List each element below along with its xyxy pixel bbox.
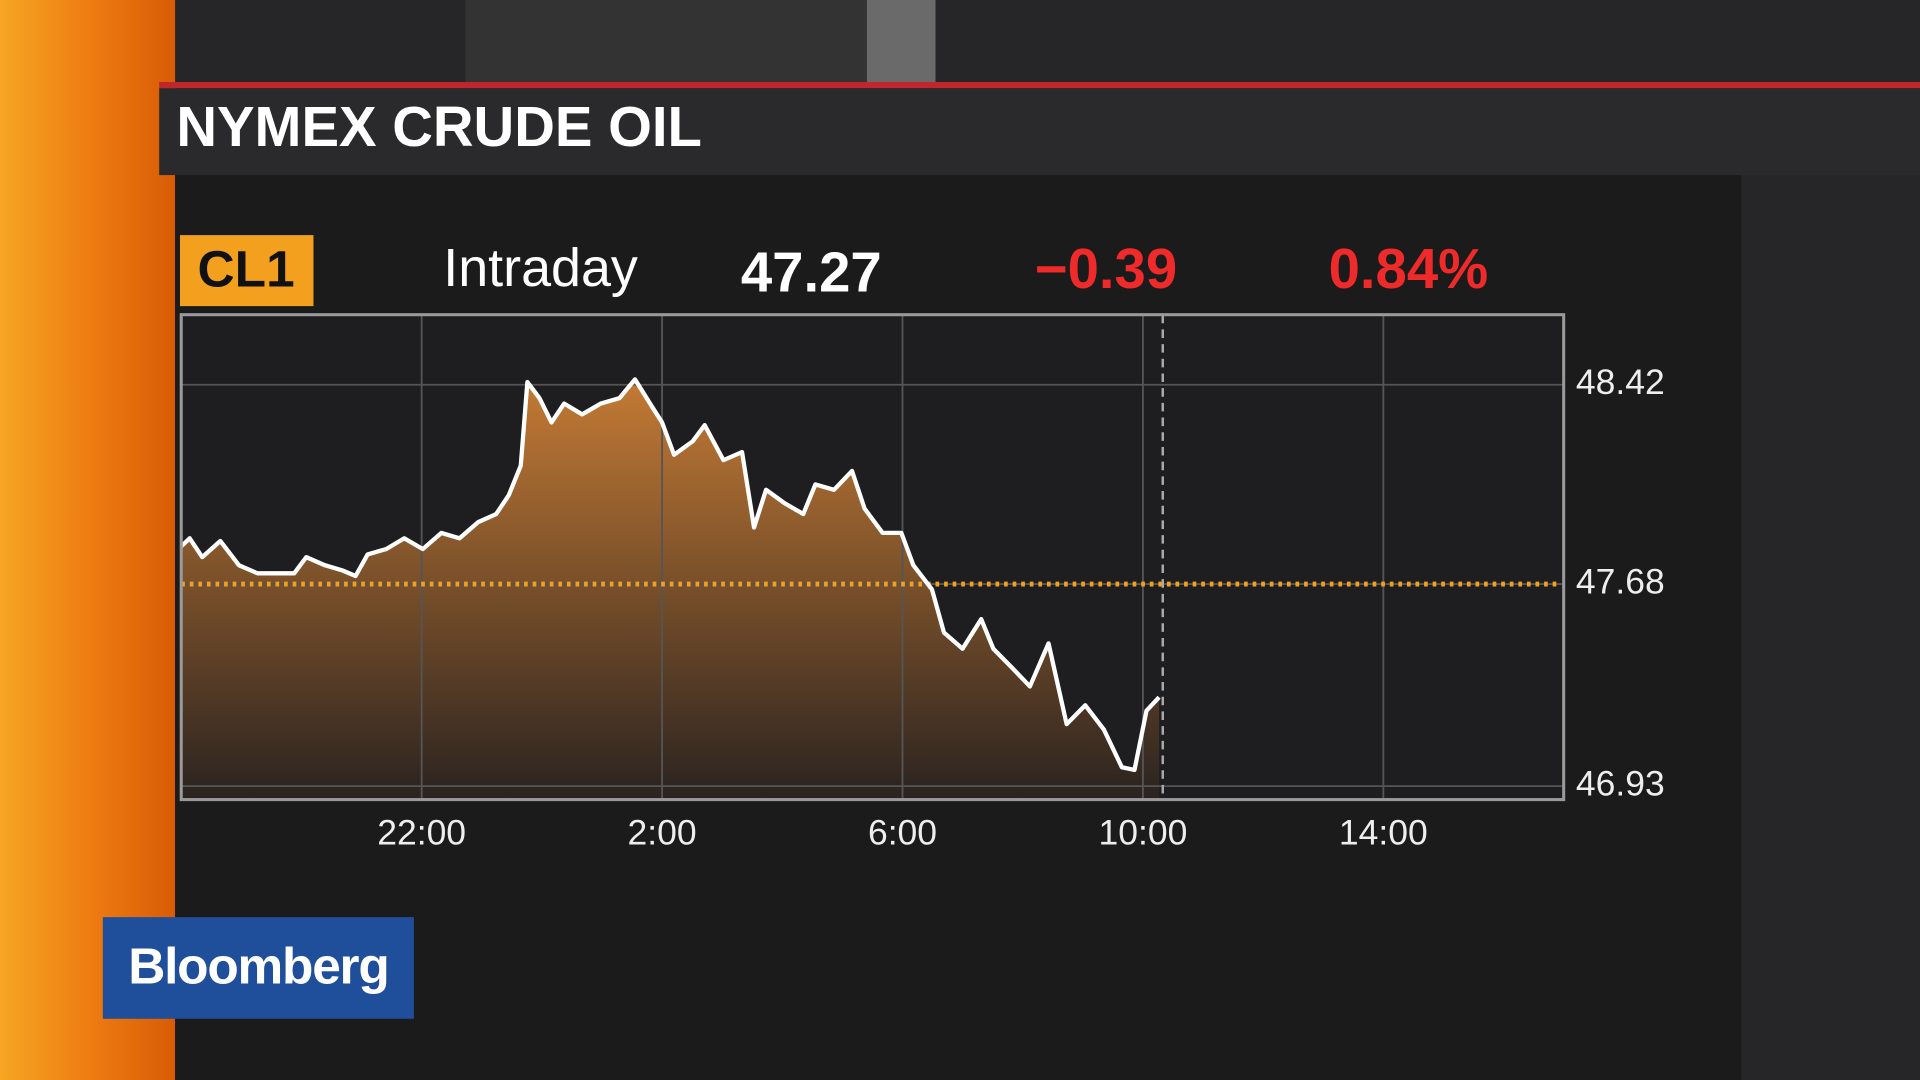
- x-tick-label: 22:00: [377, 812, 466, 852]
- plot-border: [179, 313, 1566, 802]
- x-tick-label: 6:00: [868, 812, 937, 852]
- y-tick-label: 46.93: [1576, 763, 1665, 803]
- last-price: 47.27: [741, 241, 882, 304]
- price-line: [179, 377, 1161, 773]
- y-tick-label: 47.68: [1576, 561, 1665, 601]
- backdrop: [866, 0, 936, 84]
- change: −0.39: [1035, 237, 1178, 300]
- plot: 46.93 47.68 48.42 22:00 2:00 6:00 10:00 14:00: [179, 313, 1665, 852]
- x-tick-label: 2:00: [628, 812, 697, 852]
- title-bar: [159, 88, 1920, 176]
- title-rule: [159, 82, 1920, 89]
- x-tick-label: 10:00: [1099, 812, 1188, 852]
- title: NYMEX CRUDE OIL: [176, 95, 702, 158]
- brand: Bloomberg: [128, 936, 388, 994]
- ticker-badge: [180, 235, 314, 307]
- y-tick-label: 48.42: [1576, 362, 1665, 402]
- area: [181, 379, 1160, 800]
- change-pct: 0.84%: [1329, 237, 1489, 300]
- ticker: CL1: [198, 240, 295, 298]
- side-stripe: [0, 0, 176, 1080]
- x-tick-label: 14:00: [1339, 812, 1428, 852]
- period: Intraday: [443, 238, 638, 298]
- brand-box: [102, 917, 414, 1019]
- backdrop: [465, 0, 870, 84]
